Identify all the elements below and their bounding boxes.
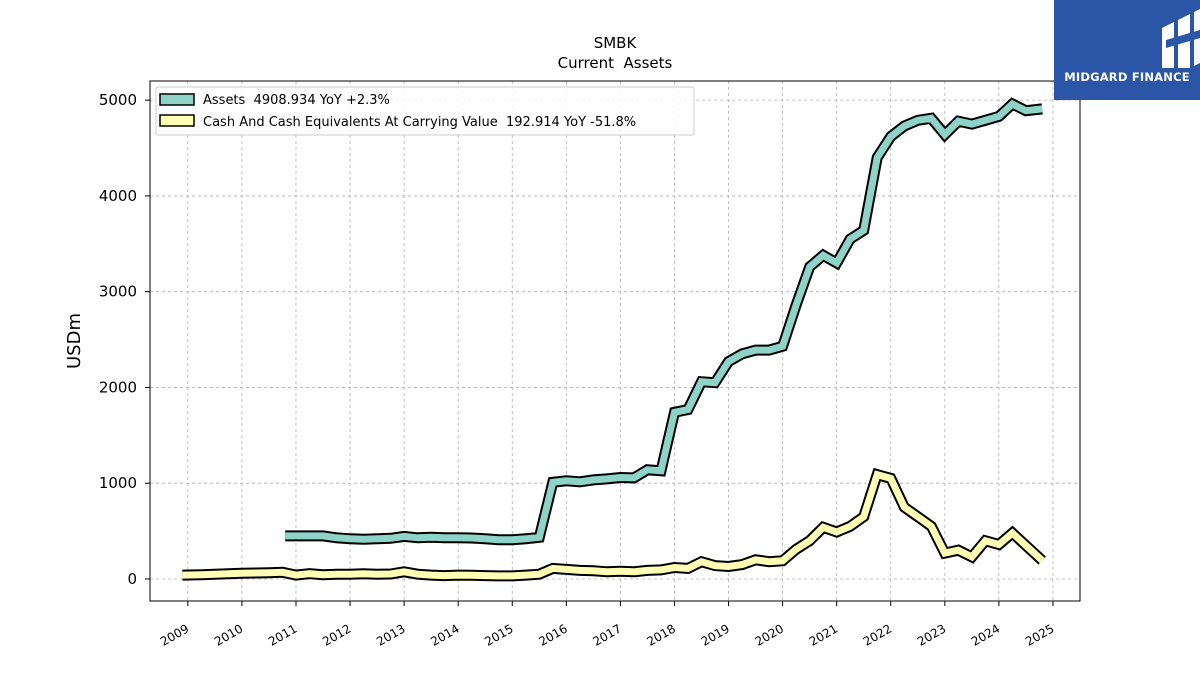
x-tick-label: 2011 xyxy=(266,621,299,648)
x-tick-label: 2025 xyxy=(1023,621,1056,648)
x-tick-label: 2023 xyxy=(915,621,948,648)
y-axis-ticks: 0 1000 2000 3000 4000 5000 xyxy=(99,91,150,588)
series-outline-cash xyxy=(182,467,1046,582)
x-tick-label: 2020 xyxy=(753,621,786,648)
x-tick-label: 2017 xyxy=(590,621,623,648)
legend: Assets 4908.934 YoY +2.3% Cash And Cash … xyxy=(155,86,695,136)
x-tick-label: 2018 xyxy=(645,621,678,648)
x-tick-label: 2013 xyxy=(374,621,407,648)
chart-title: SMBK xyxy=(594,34,638,52)
y-tick-label: 4000 xyxy=(99,187,137,205)
plot-area-frame xyxy=(149,80,1081,602)
y-tick-label: 1000 xyxy=(99,474,137,492)
x-tick-label: 2021 xyxy=(807,621,840,648)
midgard-logo-icon xyxy=(1162,9,1200,68)
x-tick-label: 2016 xyxy=(536,621,569,648)
x-tick-label: 2015 xyxy=(482,621,515,648)
x-tick-label: 2010 xyxy=(212,621,245,648)
x-tick-label: 2009 xyxy=(158,621,191,648)
brand-name: MIDGARD FINANCE xyxy=(1064,70,1190,84)
series-layer xyxy=(182,97,1046,582)
grid xyxy=(150,81,1080,601)
y-axis-label: USDm xyxy=(64,313,85,369)
brand-logo: MIDGARD FINANCE xyxy=(1054,0,1200,100)
x-tick-label: 2012 xyxy=(320,621,353,648)
legend-label-assets: Assets 4908.934 YoY +2.3% xyxy=(203,93,390,108)
x-tick-label: 2014 xyxy=(428,621,461,648)
chart-subtitle: Current Assets xyxy=(558,54,673,72)
series-line-cash xyxy=(182,470,1045,580)
series-line-assets xyxy=(285,99,1043,544)
x-axis-ticks: 2009 2010 2011 2012 2013 2014 2015 2016 2017 2018… xyxy=(158,601,1056,649)
legend-swatch-assets xyxy=(159,93,195,106)
x-tick-label: 2024 xyxy=(969,621,1002,648)
y-tick-label: 5000 xyxy=(99,91,137,109)
x-tick-label: 2019 xyxy=(699,621,732,648)
legend-label-cash: Cash And Cash Equivalents At Carrying Va… xyxy=(203,115,636,130)
y-tick-label: 2000 xyxy=(99,378,137,396)
legend-swatch-cash xyxy=(159,114,195,127)
y-tick-label: 3000 xyxy=(99,283,137,301)
legend-box xyxy=(155,86,695,136)
x-tick-label: 2022 xyxy=(861,621,894,648)
y-tick-label: 0 xyxy=(127,570,137,588)
